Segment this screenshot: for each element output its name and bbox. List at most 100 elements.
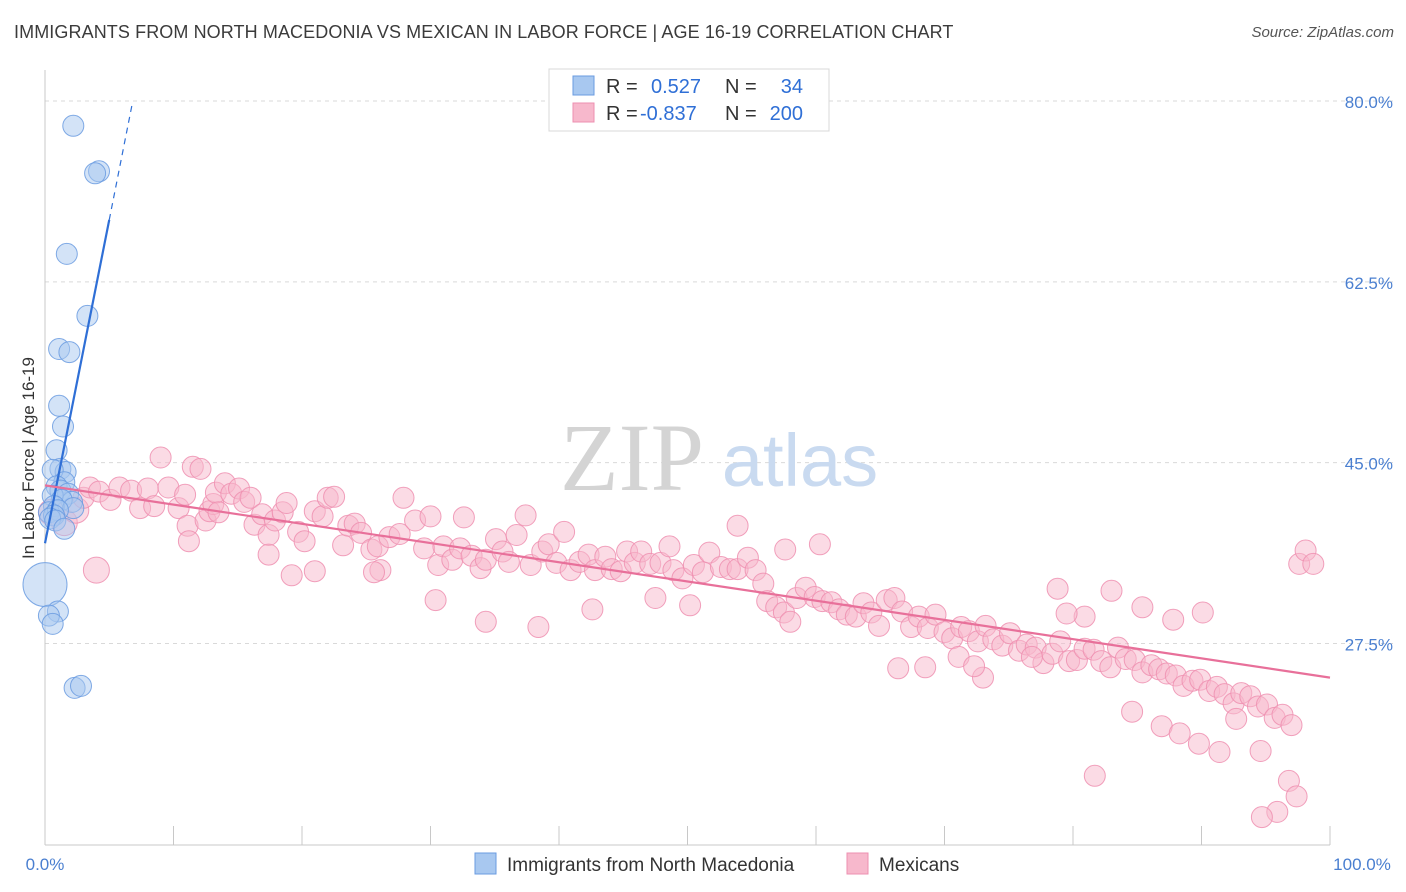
grid	[45, 100, 1393, 644]
bottom-legend-swatch-blue	[474, 852, 497, 875]
trend-lines	[43, 102, 1331, 679]
north-macedonia-point	[84, 162, 107, 185]
mexicans-point	[1131, 596, 1154, 619]
mexicans-point	[1208, 741, 1231, 763]
mexicans-point	[275, 492, 298, 514]
mexicans-point	[239, 486, 262, 509]
mexicans-point	[1302, 552, 1325, 575]
mexicans-point	[779, 610, 802, 633]
mexicans-point	[1225, 707, 1248, 730]
mexicans-point	[1162, 608, 1185, 631]
mexicans-point	[452, 506, 475, 529]
mexicans-point	[189, 457, 212, 480]
y-tick-labels: 27.5% 45.0% 62.5% 80.0%	[1345, 93, 1393, 655]
north-macedonia-point	[22, 562, 68, 608]
north-macedonia-point	[58, 341, 81, 364]
mexicans-point	[1285, 785, 1308, 808]
mexicans-point	[1020, 645, 1043, 668]
mexicans-point	[474, 610, 497, 633]
north-macedonia-point	[53, 517, 76, 540]
mexicans-point	[293, 530, 316, 553]
mexicans-point	[505, 524, 528, 546]
x-tick-marks	[173, 826, 1331, 845]
bottom-legend-label-blue: Immigrants from North Macedonia	[507, 855, 795, 876]
north-macedonia-point	[76, 304, 99, 327]
mexicans-point	[323, 485, 346, 508]
legend-n-label-2: N =	[725, 103, 757, 125]
watermark-zip: ZIP	[560, 404, 704, 511]
mexicans-point	[1187, 732, 1210, 755]
mexicans-point	[644, 587, 667, 609]
mexicans-point	[392, 486, 415, 509]
mexicans-point	[914, 656, 937, 679]
mexicans-point	[143, 495, 166, 518]
north-macedonia-point	[62, 114, 85, 137]
mexicans-point	[149, 446, 172, 469]
mexicans-point	[1046, 577, 1069, 600]
mexicans-point	[887, 657, 910, 680]
legend-n-label-1: N =	[725, 76, 757, 98]
north-macedonia-points	[22, 114, 110, 699]
x-tick-label-max: 100.0%	[1333, 855, 1391, 874]
series-legend: Immigrants from North Macedonia Mexicans	[474, 852, 959, 876]
watermark-atlas: atlas	[722, 419, 878, 502]
north-macedonia-point	[70, 674, 92, 697]
north-macedonia-point	[48, 394, 71, 417]
mexicans-point	[280, 564, 303, 587]
y-axis-label: In Labor Force | Age 16-19	[19, 357, 38, 559]
legend-r-value-1: 0.527	[651, 76, 701, 98]
mexicans-point	[419, 505, 442, 528]
mexicans-point	[82, 556, 110, 584]
mexicans-point	[868, 614, 890, 637]
mexicans-point	[303, 560, 326, 583]
chart-title: IMMIGRANTS FROM NORTH MACEDONIA VS MEXIC…	[14, 22, 954, 42]
mexicans-point	[177, 530, 200, 553]
mexicans-point	[1073, 605, 1096, 628]
y-tick-label: 80.0%	[1345, 93, 1393, 112]
mexicans-point	[963, 655, 986, 678]
legend-r-value-2: -0.837	[640, 103, 697, 125]
mexicans-point	[1249, 740, 1272, 762]
mexicans-point	[698, 541, 721, 564]
mexicans-point	[1280, 714, 1303, 737]
legend-r-label-1: R =	[606, 76, 638, 98]
y-tick-label: 62.5%	[1345, 274, 1393, 293]
mexicans-trend-line	[44, 484, 1331, 679]
mexicans-point	[174, 483, 197, 506]
north-macedonia-point	[55, 242, 78, 265]
mexicans-point	[363, 561, 385, 584]
source-label: Source: ZipAtlas.com	[1251, 24, 1394, 41]
mexicans-point	[424, 589, 447, 612]
mexicans-point	[537, 533, 560, 556]
mexicans-point	[257, 543, 280, 566]
mexicans-point	[658, 535, 681, 558]
mexicans-point	[808, 533, 831, 556]
mexicans-point	[514, 504, 537, 527]
x-tick-label-min: 0.0%	[26, 855, 65, 874]
mexicans-point	[679, 594, 702, 617]
mexicans-point	[726, 514, 749, 537]
mexicans-point	[311, 505, 334, 528]
bottom-legend-label-pink: Mexicans	[879, 855, 959, 876]
legend-swatch-blue	[572, 75, 595, 96]
legend-n-value-1: 34	[781, 76, 803, 98]
north-macedonia-point	[41, 612, 64, 635]
mexicans-point	[1250, 806, 1273, 829]
north-macedonia-trend-extension	[108, 102, 133, 220]
y-tick-label: 27.5%	[1345, 636, 1393, 655]
legend-n-value-2: 200	[770, 103, 803, 125]
mexicans-point	[581, 598, 604, 621]
mexicans-point	[774, 538, 797, 561]
mexicans-point	[1055, 602, 1078, 625]
mexicans-point	[1083, 764, 1106, 787]
mexicans-point	[332, 534, 355, 557]
north-macedonia-trend-line	[43, 219, 111, 544]
mexicans-point	[1168, 722, 1191, 745]
mexicans-point	[553, 520, 576, 543]
mexicans-point	[527, 616, 550, 638]
mexicans-point	[1049, 630, 1072, 653]
y-tick-label: 45.0%	[1345, 455, 1393, 474]
mexicans-point	[1191, 601, 1214, 624]
correlation-legend: R = 0.527 N = 34 R = -0.837 N = 200	[548, 68, 830, 132]
